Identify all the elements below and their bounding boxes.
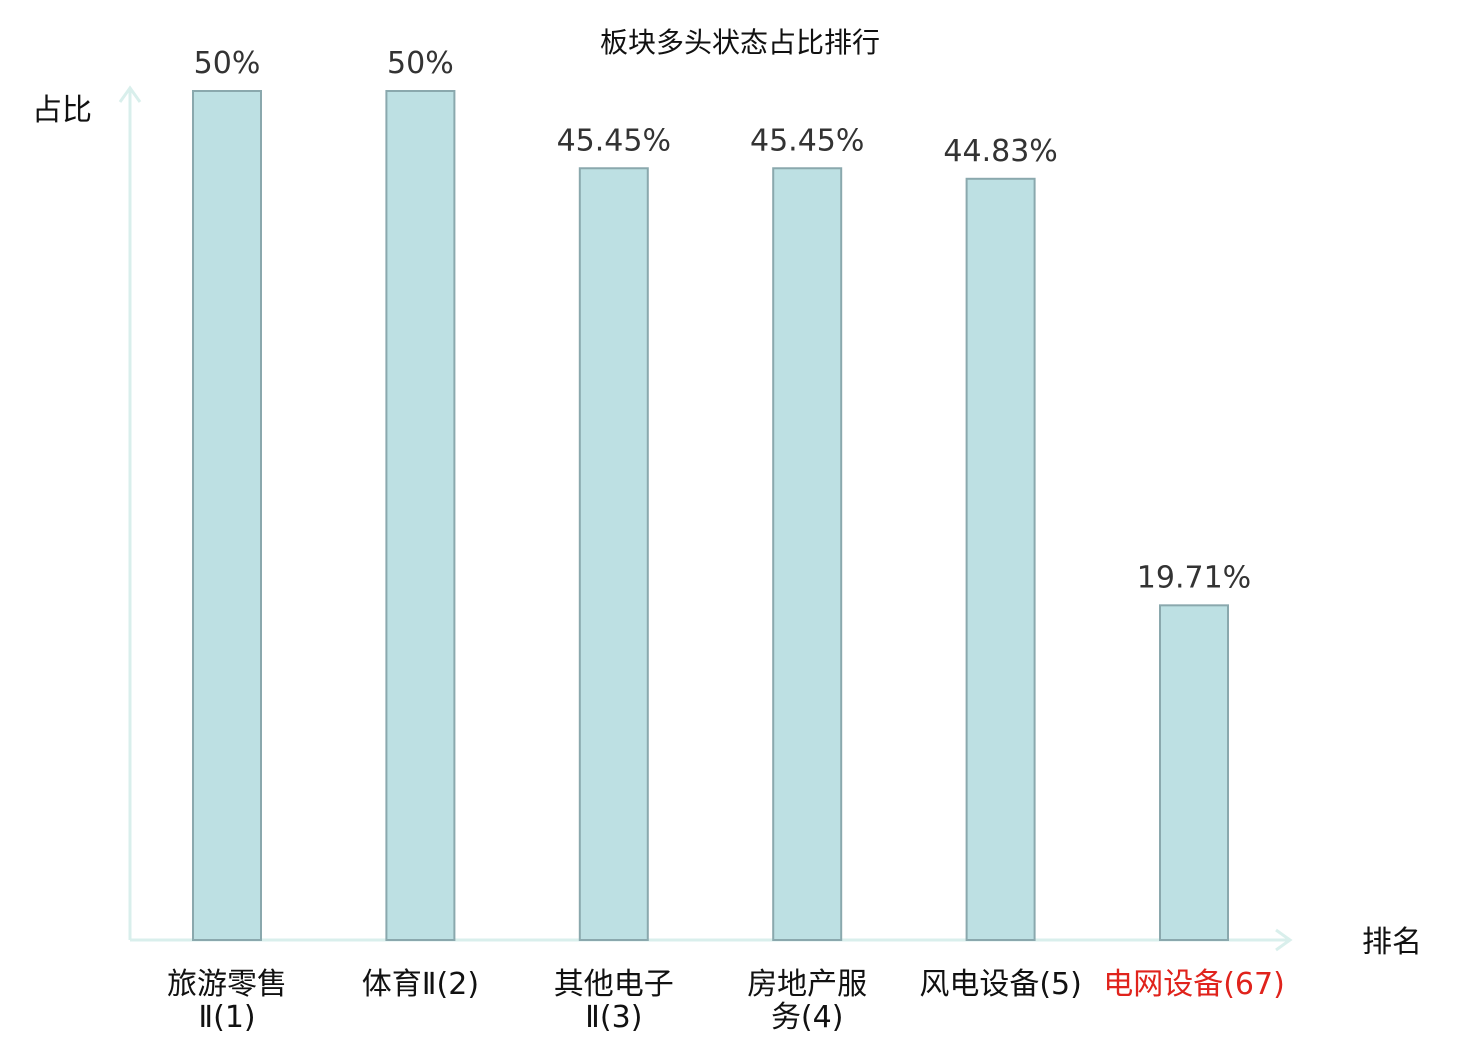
category-label-line: Ⅱ(3)	[585, 1000, 642, 1035]
x-axis-arrow-icon	[1275, 928, 1293, 952]
category-labels-group: 旅游零售 Ⅱ(1) 体育Ⅱ(2) 其他电子 Ⅱ(3) 房地产服务(4) 风电设备(5) 电网设…	[167, 967, 1285, 1035]
bar	[1159, 604, 1229, 942]
category-label-line: Ⅱ(1)	[198, 1000, 255, 1035]
category-label-line: 体育Ⅱ(2)	[362, 967, 479, 1002]
x-axis-label: 排名	[1362, 925, 1422, 960]
axes	[118, 85, 1293, 952]
bar-value-label: 44.83%	[943, 134, 1057, 169]
bar-value-label: 45.45%	[750, 123, 864, 158]
bar	[772, 167, 843, 942]
category-label-line: 务(4)	[771, 1000, 844, 1035]
bar-value-label: 50%	[387, 46, 454, 81]
bar-value-label: 19.71%	[1137, 560, 1251, 595]
bar	[965, 177, 1036, 941]
category-label: 风电设备(5)	[919, 967, 1082, 1002]
category-label: 房地产服务(4)	[747, 967, 867, 1035]
category-label: 电网设备(67)	[1103, 967, 1285, 1002]
category-label-line: 其他电子	[554, 967, 674, 1002]
bars-group	[192, 90, 1229, 942]
y-axis-label: 占比	[32, 93, 92, 128]
category-label-line: 旅游零售	[167, 967, 287, 1002]
bar	[192, 90, 262, 941]
category-label-line: 电网设备(67)	[1103, 967, 1285, 1002]
category-label-line: 房地产服	[747, 967, 867, 1002]
bar	[578, 167, 649, 942]
category-label: 旅游零售 Ⅱ(1)	[167, 967, 287, 1035]
chart-title: 板块多头状态占比排行	[600, 26, 880, 59]
category-label-line: 风电设备(5)	[919, 967, 1082, 1002]
category-label: 其他电子 Ⅱ(3)	[554, 967, 674, 1035]
value-labels-group: 50% 50% 45.45% 45.45% 44.83% 19.71%	[194, 46, 1252, 595]
bar-value-label: 45.45%	[557, 123, 671, 158]
bar-value-label: 50%	[194, 46, 261, 81]
bar	[385, 90, 456, 941]
category-label: 体育Ⅱ(2)	[362, 967, 479, 1002]
y-axis-arrow-icon	[118, 85, 142, 103]
